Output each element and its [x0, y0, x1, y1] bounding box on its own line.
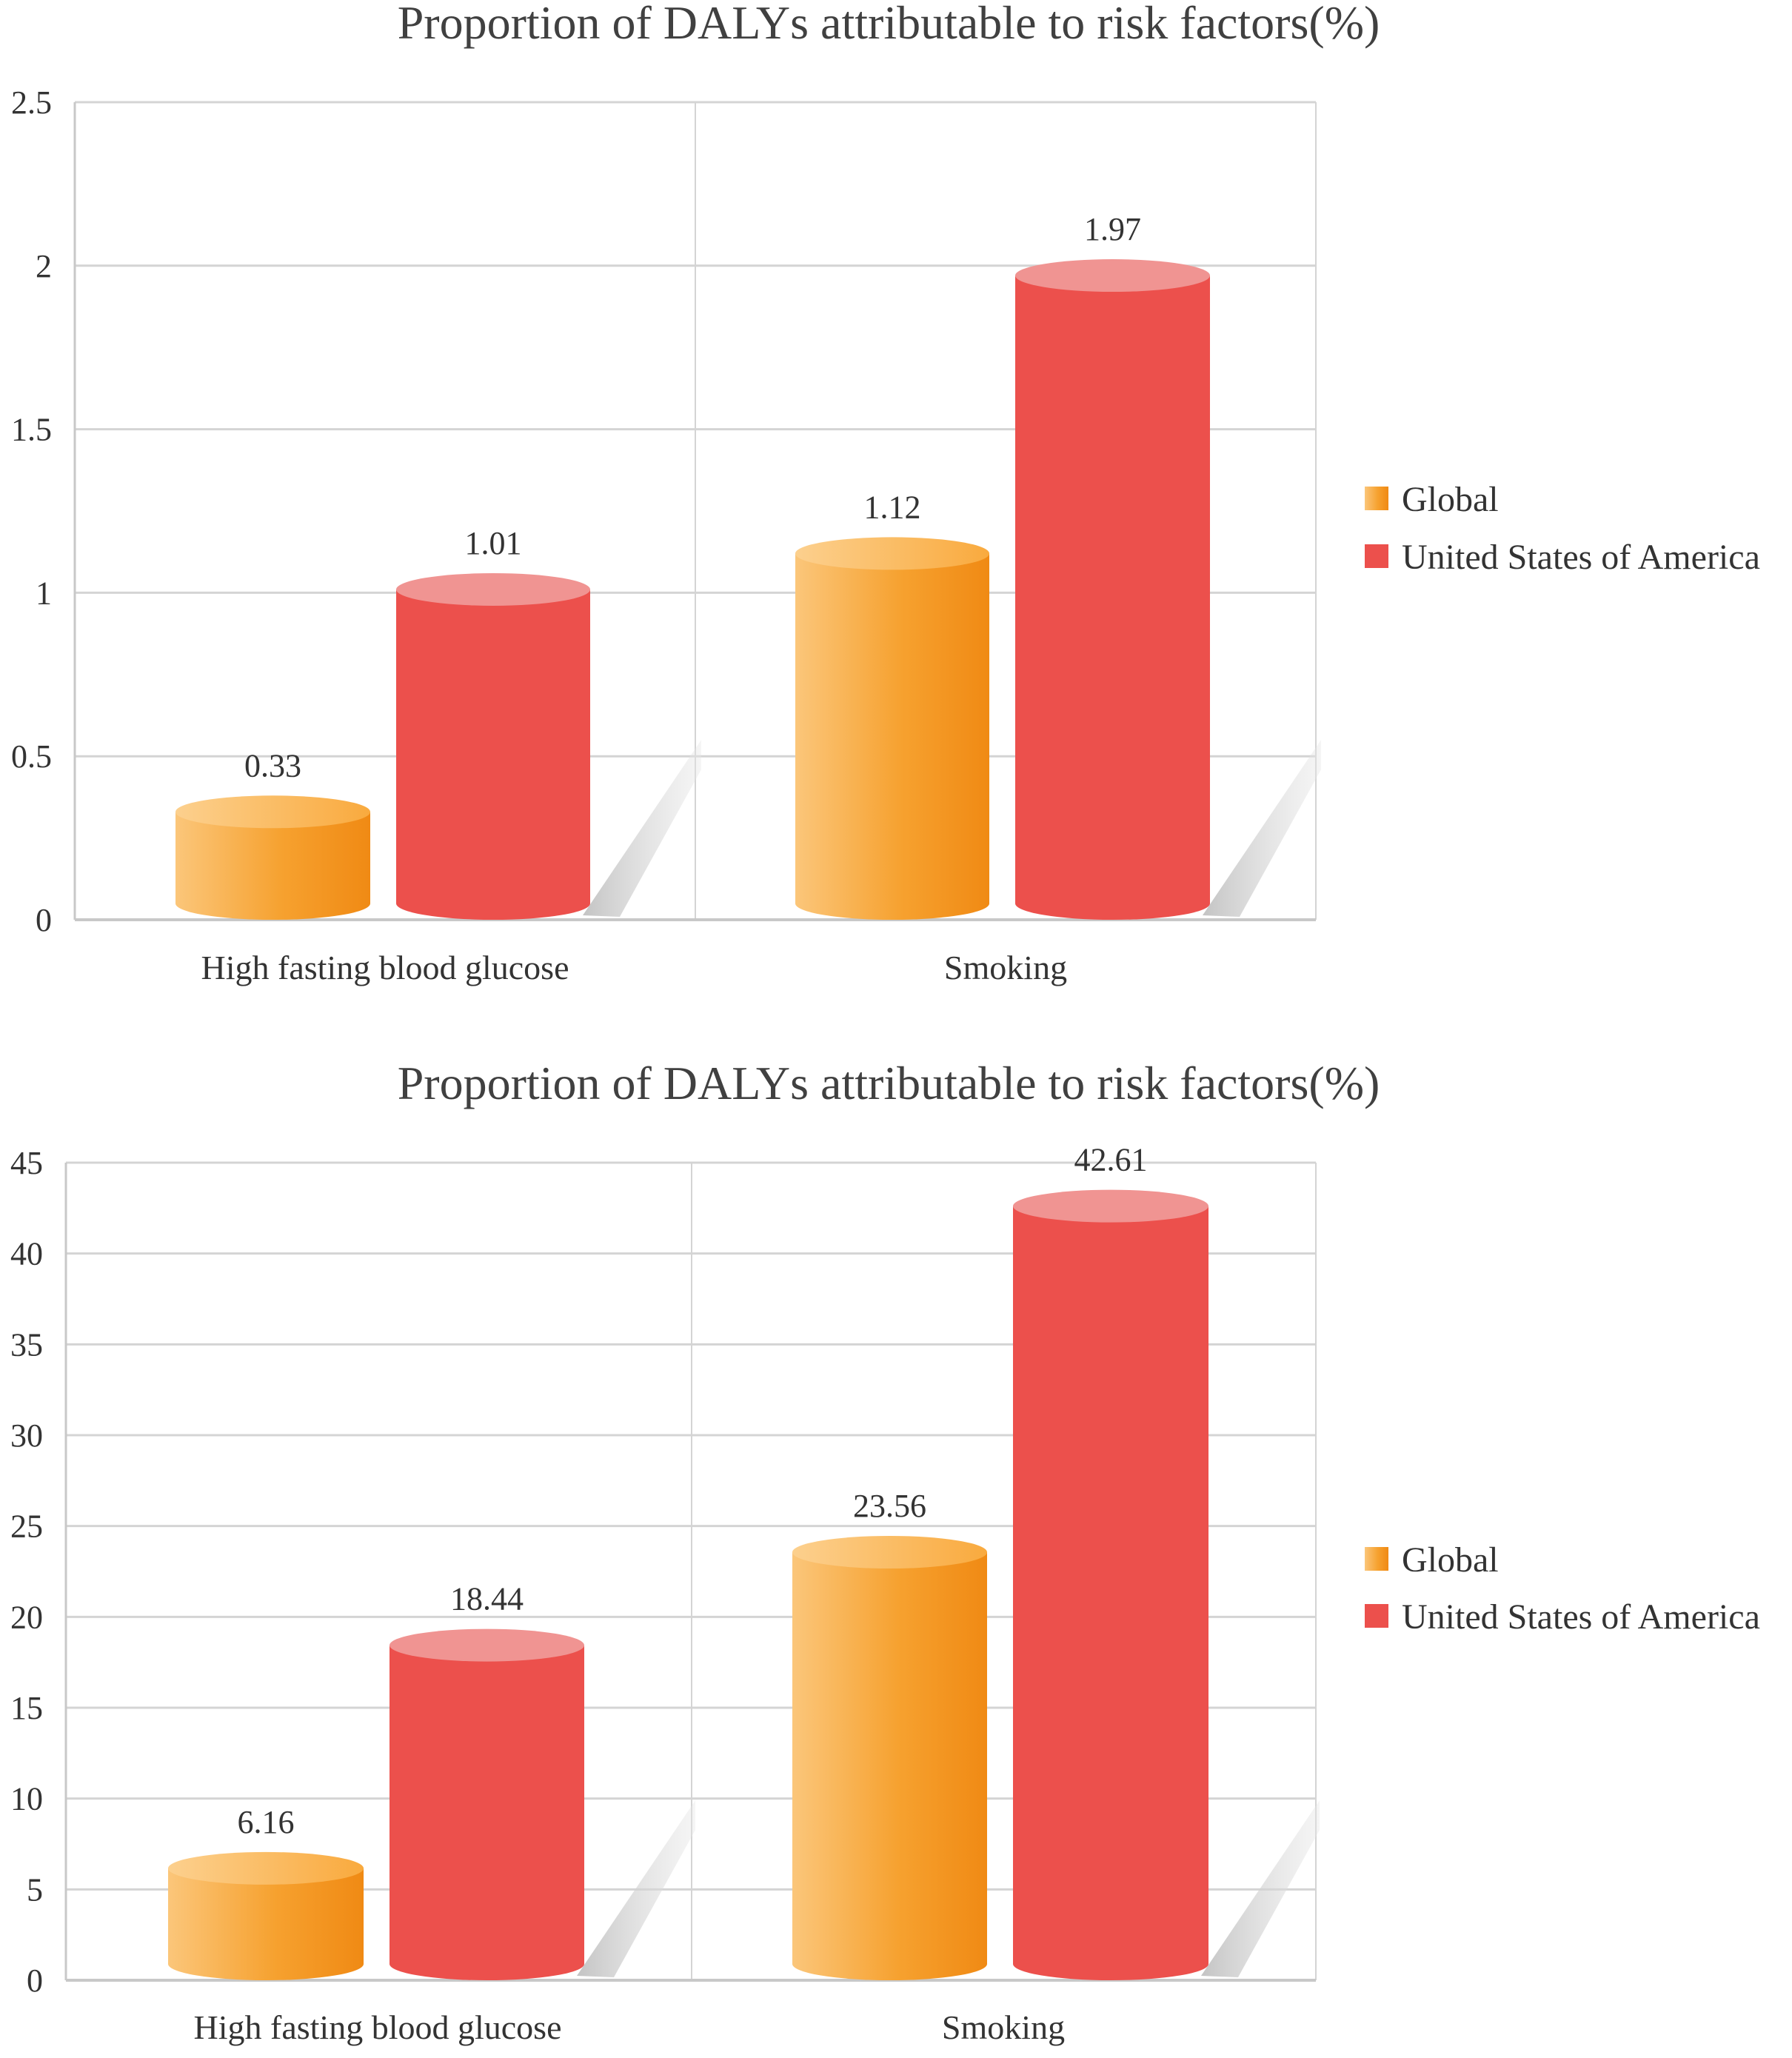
- y-tick-label: 45: [10, 1145, 43, 1181]
- data-label-global-smoking: 1.12: [864, 489, 921, 525]
- data-label-global-high-fasting-blood-glucose: 6.16: [238, 1804, 295, 1840]
- y-axis-ticks: 0 5 10 15 20 25 30 35 40 45: [10, 1145, 43, 1999]
- legend-label-usa: United States of America: [1402, 538, 1760, 577]
- bar-shadow-united-states-of-america-smoking: [1201, 1800, 1320, 1977]
- bar-shadow-united-states-of-america-smoking: [1203, 740, 1321, 917]
- bar-top-global-smoking: [795, 537, 989, 570]
- chart-top: Proportion of DALYs attributable to risk…: [11, 0, 1760, 986]
- data-label-global-smoking: 23.56: [853, 1488, 926, 1524]
- legend-label-usa: United States of America: [1402, 1597, 1760, 1637]
- legend-swatch-usa: [1365, 1604, 1388, 1628]
- y-tick-label: 10: [10, 1781, 43, 1817]
- chart-title: Proportion of DALYs attributable to risk…: [398, 0, 1380, 49]
- bar-global-smoking: [792, 1551, 987, 1980]
- legend: Global United States of America: [1365, 480, 1760, 577]
- bar-global-high-fasting-blood-glucose: [175, 812, 370, 920]
- bar-top-global-smoking: [792, 1535, 987, 1568]
- y-tick-label: 40: [10, 1236, 43, 1272]
- bar-shadow-united-states-of-america-high-fasting-blood-glucose: [583, 740, 701, 917]
- y-tick-label: 15: [10, 1690, 43, 1726]
- bar-global-smoking: [795, 553, 989, 920]
- category-label-high-fasting-blood-glucose: High fasting blood glucose: [194, 2008, 562, 2046]
- y-tick-label: 1.5: [11, 412, 52, 448]
- y-tick-label: 25: [10, 1509, 43, 1545]
- category-label-smoking: Smoking: [944, 949, 1067, 986]
- data-label-united-states-of-america-high-fasting-blood-glucose: 1.01: [465, 525, 522, 561]
- data-label-united-states-of-america-high-fasting-blood-glucose: 18.44: [450, 1581, 524, 1617]
- bar-shadows: [583, 740, 1321, 917]
- category-label-smoking: Smoking: [942, 2008, 1065, 2046]
- bar-top-united-states-of-america-high-fasting-blood-glucose: [390, 1628, 584, 1662]
- y-tick-label: 5: [27, 1871, 43, 1908]
- y-tick-label: 0: [27, 1962, 43, 1999]
- bar-top-global-high-fasting-blood-glucose: [168, 1851, 364, 1885]
- bars: [168, 1189, 1208, 1980]
- category-label-high-fasting-blood-glucose: High fasting blood glucose: [201, 949, 569, 986]
- bar-top-united-states-of-america-smoking: [1013, 1189, 1208, 1223]
- data-labels: 6.16 18.44 23.56 42.61: [238, 1142, 1148, 1840]
- y-tick-label: 2: [36, 248, 52, 284]
- legend-swatch-usa: [1365, 544, 1388, 568]
- chart-title: Proportion of DALYs attributable to risk…: [398, 1057, 1380, 1109]
- y-tick-label: 2.5: [11, 84, 52, 121]
- gridlines: [73, 101, 1317, 921]
- legend-swatch-global: [1365, 1547, 1388, 1571]
- legend-label-global: Global: [1402, 480, 1499, 519]
- bar-united-states-of-america-high-fasting-blood-glucose: [396, 589, 590, 920]
- legend: Global United States of America: [1365, 1540, 1760, 1637]
- bar-united-states-of-america-smoking: [1015, 275, 1210, 921]
- bar-united-states-of-america-smoking: [1013, 1206, 1208, 1980]
- y-tick-label: 35: [10, 1326, 43, 1363]
- y-tick-label: 0: [36, 902, 52, 938]
- y-tick-label: 0.5: [11, 738, 52, 775]
- data-label-global-high-fasting-blood-glucose: 0.33: [244, 747, 301, 784]
- bar-united-states-of-america-high-fasting-blood-glucose: [390, 1645, 584, 1980]
- bar-top-united-states-of-america-high-fasting-blood-glucose: [396, 572, 590, 606]
- bar-shadow-united-states-of-america-high-fasting-blood-glucose: [577, 1800, 695, 1977]
- y-axis-ticks: 0 0.5 1 1.5 2 2.5: [11, 84, 52, 938]
- y-tick-label: 30: [10, 1417, 43, 1454]
- legend-label-global: Global: [1402, 1540, 1499, 1580]
- bar-top-global-high-fasting-blood-glucose: [175, 795, 370, 829]
- y-tick-label: 20: [10, 1599, 43, 1635]
- chart-bottom: Proportion of DALYs attributable to risk…: [10, 1057, 1760, 2046]
- bar-global-high-fasting-blood-glucose: [168, 1868, 364, 1980]
- data-label-united-states-of-america-smoking: 1.97: [1084, 211, 1141, 247]
- bars: [175, 259, 1210, 921]
- bar-top-united-states-of-america-smoking: [1015, 259, 1210, 293]
- data-labels: 0.33 1.01 1.12 1.97: [244, 211, 1141, 784]
- legend-swatch-global: [1365, 487, 1388, 510]
- data-label-united-states-of-america-smoking: 42.61: [1074, 1142, 1148, 1178]
- y-tick-label: 1: [36, 575, 52, 611]
- bar-shadows: [577, 1800, 1320, 1977]
